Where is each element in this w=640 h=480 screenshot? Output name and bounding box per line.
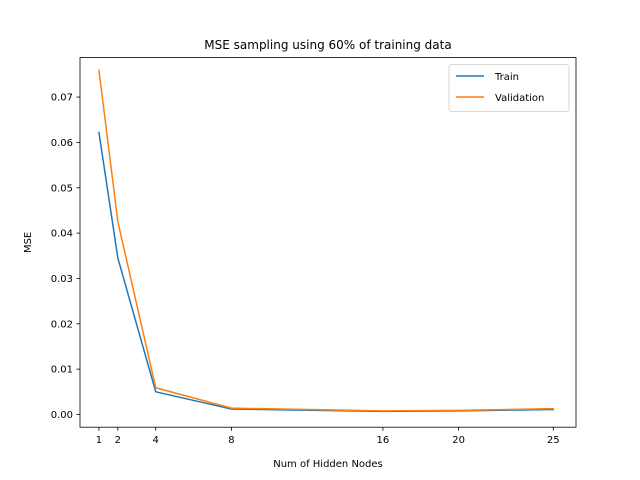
x-tick-label: 8 [228,435,234,446]
legend-label-validation: Validation [495,93,544,104]
legend: Train Validation [448,64,570,112]
series-line-validation [98,69,555,412]
plot-area [80,57,576,428]
x-tick-label: 25 [547,435,560,446]
series-layer [98,69,555,413]
y-axis-label: MSE [23,232,34,253]
x-tick-label: 16 [377,435,390,446]
y-tick-label: 0.00 [51,410,73,421]
y-tick-label: 0.01 [51,365,73,376]
y-axis-ticks: 0.00 0.01 0.02 0.03 0.04 0.05 0.06 0.07 [51,93,80,421]
x-tick-label: 2 [115,435,121,446]
y-tick-label: 0.07 [51,93,73,104]
x-tick-label: 20 [452,435,465,446]
plot-frame [79,57,577,428]
chart-title: MSE sampling using 60% of training data [204,38,451,52]
y-tick-label: 0.03 [51,274,73,285]
y-tick-label: 0.04 [51,229,73,240]
x-tick-label: 1 [96,435,102,446]
y-tick-label: 0.06 [51,138,73,149]
x-axis-ticks: 1 2 4 8 16 20 25 [96,427,560,446]
y-tick-label: 0.02 [51,319,73,330]
legend-label-train: Train [494,72,519,83]
x-tick-label: 4 [153,435,159,446]
y-tick-label: 0.05 [51,183,73,194]
x-axis-label: Num of Hidden Nodes [273,459,383,470]
